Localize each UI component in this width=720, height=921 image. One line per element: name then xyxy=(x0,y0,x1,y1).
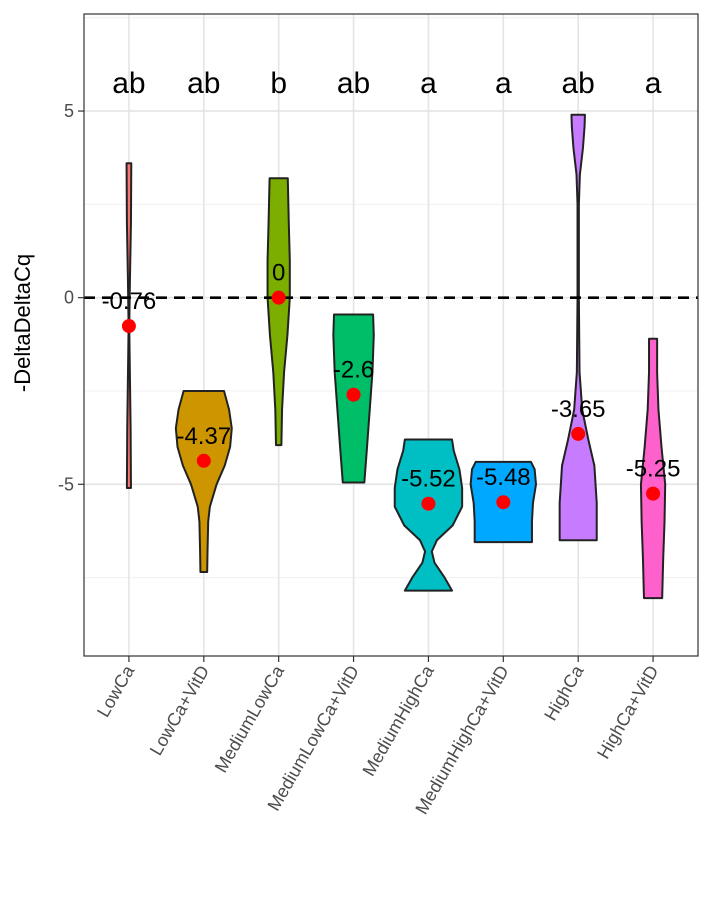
mean-points xyxy=(121,290,661,511)
sig-letter-HighCa: ab xyxy=(562,67,595,100)
y-tick-label: 5 xyxy=(64,101,74,121)
mean-point-MediumLowCa xyxy=(271,290,286,305)
violin-MediumHighCa xyxy=(393,438,464,592)
sig-letter-MediumLowCa: b xyxy=(270,67,287,100)
mean-point-MediumHighCa xyxy=(421,496,436,511)
significance-letters: ab ab b ab a a ab a xyxy=(112,67,661,100)
plot-panel-border xyxy=(83,13,699,657)
mean-label-LowCa: -0.76 xyxy=(102,288,157,315)
y-tick-label: 0 xyxy=(64,288,74,308)
mean-labels: -0.76 -4.37 0 -2.6 -5.52 -5.48 -3.65 -5.25 xyxy=(102,260,681,493)
x-tick-label-LowCa: LowCa xyxy=(93,661,139,720)
violin-HighCa xyxy=(558,113,598,542)
mean-point-HighCa xyxy=(571,426,586,441)
x-tick-label-HighCa+VitD: HighCa+VitD xyxy=(593,662,662,762)
mean-label-MediumLowCa: 0 xyxy=(272,260,285,287)
x-tick-label-MediumLowCa: MediumLowCa xyxy=(211,661,289,776)
mean-label-HighCa: -3.65 xyxy=(551,396,606,423)
grid-lines xyxy=(84,14,698,656)
y-tick-label: -5 xyxy=(58,474,74,494)
violin-MediumLowCa xyxy=(266,177,291,447)
mean-point-MediumHighCa+VitD xyxy=(496,495,511,510)
x-tick-label-MediumHighCa: MediumHighCa xyxy=(359,661,439,779)
violins xyxy=(125,113,667,600)
mean-point-LowCa xyxy=(121,319,136,334)
sig-letter-LowCa+VitD: ab xyxy=(187,67,220,100)
violin-HighCa+VitD xyxy=(639,337,667,600)
y-axis-title: -DeltaDeltaCq xyxy=(10,254,35,392)
mean-point-LowCa+VitD xyxy=(196,453,211,468)
mean-point-HighCa+VitD xyxy=(646,486,661,501)
x-tick-label-HighCa: HighCa xyxy=(540,661,588,724)
mean-label-LowCa+VitD: -4.37 xyxy=(176,423,231,450)
violin-LowCa+VitD xyxy=(174,389,233,574)
mean-point-MediumLowCa+VitD xyxy=(346,387,361,402)
mean-label-MediumLowCa+VitD: -2.6 xyxy=(333,357,374,384)
mean-label-MediumHighCa: -5.52 xyxy=(401,466,456,493)
sig-letter-MediumLowCa+VitD: ab xyxy=(337,67,370,100)
x-tick-label-LowCa+VitD: LowCa+VitD xyxy=(146,662,213,759)
mean-label-HighCa+VitD: -5.25 xyxy=(626,456,681,483)
sig-letter-LowCa: ab xyxy=(112,67,145,100)
sig-letter-HighCa+VitD: a xyxy=(645,67,662,100)
mean-label-MediumHighCa+VitD: -5.48 xyxy=(476,464,531,491)
sig-letter-MediumHighCa: a xyxy=(420,67,437,100)
sig-letter-MediumHighCa+VitD: a xyxy=(495,67,512,100)
